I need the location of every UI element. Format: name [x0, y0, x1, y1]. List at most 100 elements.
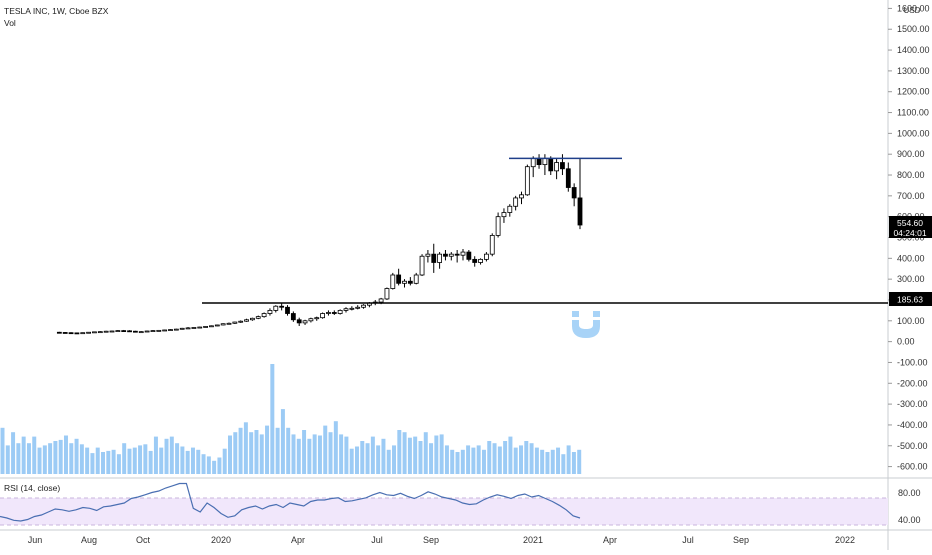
volume-bar — [439, 434, 444, 474]
price-tick-label: -100.00 — [897, 357, 928, 367]
volume-bar — [275, 427, 280, 474]
volume-bar — [434, 435, 439, 474]
volume-indicator-label[interactable]: Vol — [4, 18, 16, 28]
volume-bar — [392, 445, 397, 474]
volume-bar — [550, 449, 555, 474]
candle-body — [302, 320, 308, 324]
volume-bar — [450, 449, 455, 474]
volume-bar — [466, 445, 471, 474]
volume-bar — [249, 432, 254, 474]
candle-body — [121, 330, 127, 332]
time-axis-label: Sep — [733, 535, 749, 545]
volume-bar — [116, 454, 121, 474]
price-tick-label: 0.00 — [897, 337, 915, 347]
bar-countdown: 04:24:01 — [893, 228, 926, 238]
volume-bar — [328, 432, 333, 474]
price-tick-label: 1500.00 — [897, 24, 930, 34]
volume-bar — [556, 447, 561, 474]
candle-body — [554, 162, 559, 172]
time-axis-label: Oct — [136, 535, 151, 545]
candle-body — [536, 157, 542, 166]
volume-bar — [217, 457, 222, 474]
price-tick-label: 900.00 — [897, 149, 925, 159]
candle-body — [320, 313, 326, 319]
rsi-line — [0, 482, 581, 522]
volume-bar — [180, 446, 185, 474]
volume-bar — [333, 421, 338, 474]
candle-body — [191, 327, 197, 329]
volume-bar — [312, 434, 317, 474]
volume-bar — [286, 427, 291, 474]
volume-bar — [545, 452, 550, 474]
volume-bar — [74, 438, 79, 474]
candle-body — [577, 197, 583, 226]
symbol-title[interactable]: TESLA INC, 1W, Cboe BZX — [4, 6, 109, 16]
candle-body — [413, 274, 419, 284]
candle-body — [68, 332, 74, 335]
candle-body — [419, 255, 425, 276]
volume-bar — [323, 425, 328, 474]
price-tick-label: 1000.00 — [897, 128, 930, 138]
candle-body — [74, 332, 80, 335]
volume-bar — [175, 443, 180, 474]
candle-body — [285, 306, 290, 314]
volume-bar — [444, 445, 449, 474]
volume-bar — [95, 447, 100, 474]
candle-body — [156, 329, 162, 332]
time-axis-label: 2021 — [523, 535, 543, 545]
candle-body — [150, 330, 156, 332]
volume-bar — [296, 438, 301, 474]
volume-bar — [397, 430, 402, 474]
price-tick-label: 1300.00 — [897, 66, 930, 76]
volume-bar — [159, 447, 164, 474]
time-axis-label: Sep — [423, 535, 439, 545]
volume-bar — [259, 434, 264, 474]
rsi-indicator-label[interactable]: RSI (14, close) — [4, 483, 60, 493]
volume-bar — [53, 441, 58, 474]
volume-bar — [238, 427, 243, 474]
watermark-logo-icon — [572, 311, 600, 338]
volume-bar — [222, 448, 227, 474]
candle-body — [308, 318, 314, 322]
candle-body — [460, 251, 466, 256]
candle-body — [168, 329, 173, 331]
volume-bar — [423, 432, 428, 474]
volume-bar — [106, 450, 111, 474]
time-axis-labels: Jun Aug Oct 2020 Apr Jul Sep 2021 Apr Jul Sep 2022 — [28, 535, 855, 545]
volume-bar — [381, 438, 386, 474]
volume-bar — [69, 443, 74, 474]
candle-body — [214, 324, 220, 327]
candle-body — [80, 332, 86, 335]
candle-body — [238, 320, 244, 323]
candle-body — [273, 305, 279, 311]
rsi-line-group — [0, 482, 581, 522]
volume-bar — [111, 449, 116, 474]
candle-body — [232, 321, 238, 324]
volume-bar — [566, 445, 571, 474]
volume-bar — [519, 445, 523, 474]
volume-bar — [270, 364, 275, 474]
time-axis-label: 2022 — [835, 535, 855, 545]
level-price-badge: 185.63 — [889, 292, 932, 306]
candle-body — [361, 304, 366, 308]
candle-body — [86, 331, 91, 334]
volume-bar — [302, 430, 307, 474]
price-tick-label: 800.00 — [897, 170, 925, 180]
candle-body — [296, 319, 302, 324]
time-axis-label: Jul — [682, 535, 694, 545]
candle-body — [56, 331, 62, 334]
volume-bar — [460, 449, 465, 474]
volume-bar — [540, 449, 545, 474]
volume-bar — [508, 436, 513, 474]
volume-bar — [58, 439, 63, 474]
candle-body — [390, 274, 396, 289]
candle-body — [402, 280, 407, 284]
volume-bar — [122, 443, 127, 474]
volume-bar — [185, 450, 190, 474]
candle-body — [355, 306, 361, 309]
currency-label: USD — [904, 6, 921, 15]
time-axis-label: Jun — [28, 535, 43, 545]
last-price-badge: 554.60 04:24:01 — [889, 216, 932, 238]
price-tick-label: 1100.00 — [897, 108, 929, 118]
